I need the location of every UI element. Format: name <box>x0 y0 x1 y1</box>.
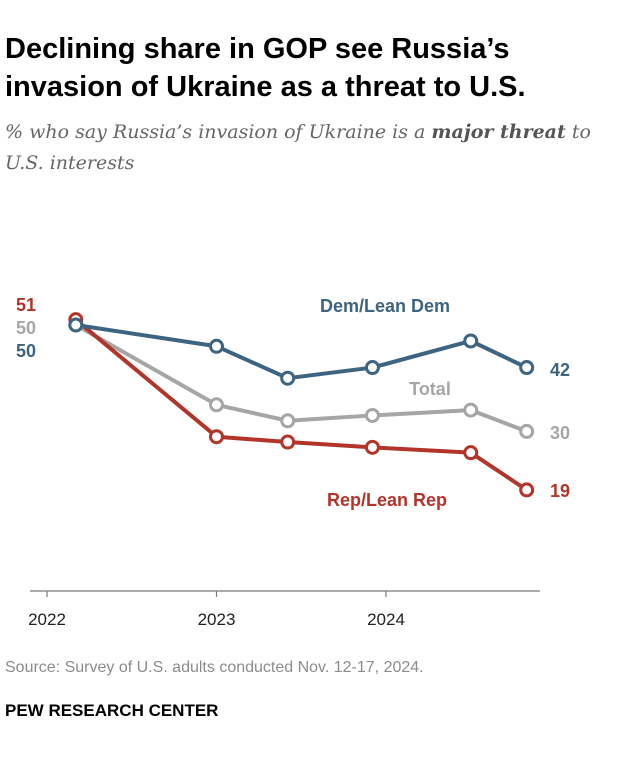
total-end-label: 30 <box>550 423 570 443</box>
total-point <box>364 407 380 423</box>
total-point <box>463 402 479 418</box>
x-tick-label: 2023 <box>198 610 236 629</box>
dem-lean-dem-point <box>68 317 84 333</box>
chart-subtitle: % who say Russia’s invasion of Ukraine i… <box>5 117 595 179</box>
rep-lean-rep-point <box>519 482 535 498</box>
dem-lean-dem-legend-label: Dem/Lean Dem <box>320 296 450 316</box>
dem-lean-dem-line <box>73 323 529 381</box>
organization-name: PEW RESEARCH CENTER <box>5 701 219 720</box>
dem-lean-dem-start-label: 50 <box>16 341 36 361</box>
chart-title: Declining share in GOP see Russia’s inva… <box>5 33 526 103</box>
rep-lean-rep-point <box>209 429 224 445</box>
total-legend-label: Total <box>409 379 451 399</box>
subtitle-emphasis: major threat <box>431 121 566 143</box>
rep-lean-rep-start-label: 51 <box>16 295 36 315</box>
rep-lean-rep-legend-label: Rep/Lean Rep <box>327 490 447 510</box>
rep-lean-rep-line <box>73 317 529 492</box>
subtitle-prefix: % who say Russia’s invasion of Ukraine i… <box>5 121 432 143</box>
rep-lean-rep-point <box>463 445 479 461</box>
rep-lean-rep-point <box>364 439 380 455</box>
dem-lean-dem-point <box>519 360 535 376</box>
dem-lean-dem-point <box>209 338 224 354</box>
rep-lean-rep-point <box>280 434 296 450</box>
subtitle-suffix: to U.S. interests <box>5 121 591 174</box>
dem-lean-dem-point <box>463 333 479 349</box>
source-note: Source: Survey of U.S. adults conducted … <box>5 659 424 676</box>
rep-lean-rep-end-label: 19 <box>550 481 570 501</box>
x-tick-label: 2024 <box>367 610 405 629</box>
x-tick-label: 2022 <box>28 610 66 629</box>
total-start-label: 50 <box>16 318 36 338</box>
dem-lean-dem-end-label: 42 <box>550 360 570 380</box>
total-line <box>73 323 529 434</box>
total-point <box>209 397 224 413</box>
total-point <box>519 423 535 439</box>
dem-lean-dem-point <box>364 360 380 376</box>
dem-lean-dem-point <box>280 370 296 386</box>
total-point <box>280 413 296 429</box>
